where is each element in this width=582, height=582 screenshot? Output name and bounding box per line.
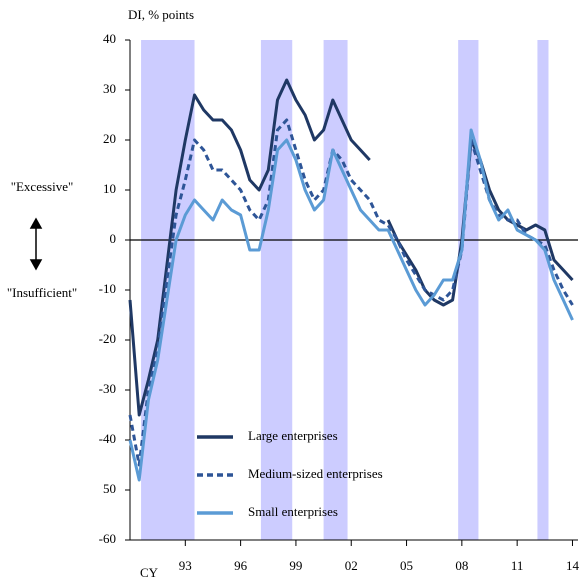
x-tick-label: 11 (511, 558, 524, 573)
y-tick-label: -10 (99, 281, 116, 296)
legend-label: Large enterprises (248, 428, 338, 443)
y-tick-label: -60 (99, 531, 116, 546)
y-tick-label: 30 (103, 81, 116, 96)
y-tick-label: -40 (99, 431, 116, 446)
shaded-period (458, 40, 479, 540)
x-tick-label: 93 (179, 558, 192, 573)
y-tick-label: -30 (99, 381, 116, 396)
plot-background (141, 40, 549, 540)
x-tick-label: 05 (400, 558, 413, 573)
x-tick-label: 14 (566, 558, 580, 573)
y-tick-label: 40 (103, 31, 116, 46)
arrow (29, 217, 43, 271)
shaded-period (537, 40, 549, 540)
y-tick-label: 20 (103, 131, 116, 146)
y-tick-label: 10 (103, 181, 116, 196)
series-line (128, 118, 574, 467)
shaded-period (260, 40, 293, 540)
annotation: "Insufficient" (7, 285, 77, 300)
y-tick-label: 50 (103, 481, 116, 496)
x-tick-label: 08 (455, 558, 468, 573)
x-axis-label: CY (140, 565, 159, 580)
x-tick-label: 96 (234, 558, 248, 573)
annotation: "Excessive" (11, 179, 74, 194)
series-line (128, 78, 574, 417)
legend-label: Medium-sized enterprises (248, 466, 383, 481)
chart-title: DI, % points (128, 7, 194, 22)
x-tick-label: 99 (289, 558, 302, 573)
y-tick-label: -20 (99, 331, 116, 346)
x-tick-label: 02 (345, 558, 358, 573)
y-tick-label: 0 (110, 231, 117, 246)
series-line (128, 128, 574, 482)
legend-label: Small enterprises (248, 504, 338, 519)
